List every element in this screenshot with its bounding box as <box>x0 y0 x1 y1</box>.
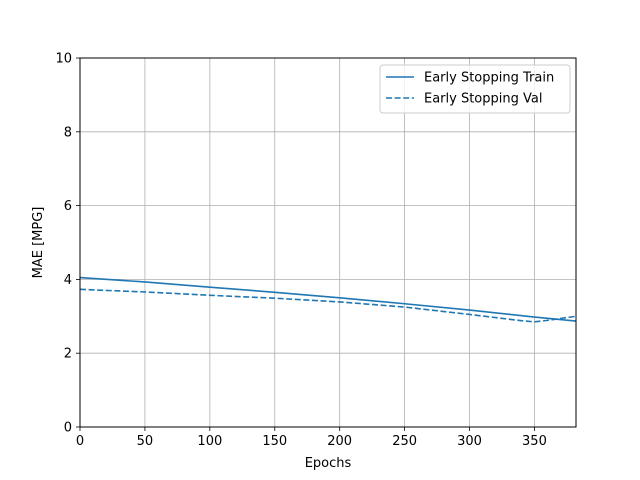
x-tick-label: 150 <box>262 434 287 449</box>
legend-box <box>379 64 571 114</box>
series-line-val <box>79 288 577 323</box>
legend: Early Stopping Train Early Stopping Val <box>379 64 571 114</box>
plot-frame <box>79 57 577 428</box>
y-tick-label: 2 <box>64 347 72 362</box>
x-tick-label: 100 <box>197 434 222 449</box>
legend-label: Early Stopping Val <box>424 92 542 107</box>
x-tick-label: 200 <box>327 434 352 449</box>
x-tick-label: 0 <box>76 434 84 449</box>
x-tick-label: 350 <box>522 434 547 449</box>
series-line-train <box>79 276 577 322</box>
x-axis-title: Epochs <box>305 456 352 471</box>
x-axis: 0 50 100 150 200 250 300 350 <box>76 427 547 449</box>
x-tick-label: 300 <box>457 434 482 449</box>
y-tick-label: 10 <box>55 52 72 67</box>
x-tick-label: 50 <box>137 434 154 449</box>
y-tick-label: 8 <box>64 125 72 140</box>
y-axis-title: MAE [MPG] <box>31 207 46 279</box>
y-axis: 0 2 4 6 8 10 <box>55 52 80 436</box>
legend-label: Early Stopping Train <box>424 71 554 86</box>
y-tick-label: 0 <box>64 421 72 436</box>
x-tick-label: 250 <box>392 434 417 449</box>
y-tick-label: 4 <box>64 273 72 288</box>
y-tick-label: 6 <box>64 199 72 214</box>
series-layer <box>79 276 577 323</box>
